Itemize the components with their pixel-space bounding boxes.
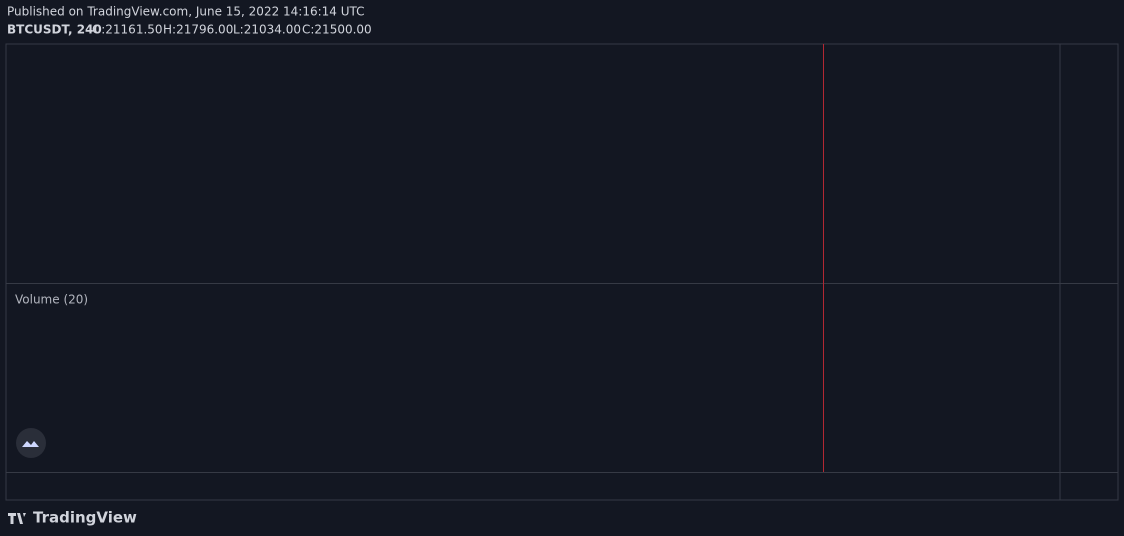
ohlc-close: C:21500.00 [302,23,372,37]
ohlc-low: L:21034.00 [233,23,301,37]
brand-mark [8,513,26,524]
volume-title: Volume (20) [15,293,88,307]
published: Published on TradingView.com, June 15, 2… [7,5,365,19]
ohlc-high: H:21796.00 [163,23,233,37]
frame [5,43,1119,501]
logo-icon [22,441,39,447]
logo-badge [16,428,46,458]
symbol: BTCUSDT, 240 [7,23,102,37]
ohlc-open: O:21161.50 [92,23,163,37]
brand: TradingView [33,509,137,527]
